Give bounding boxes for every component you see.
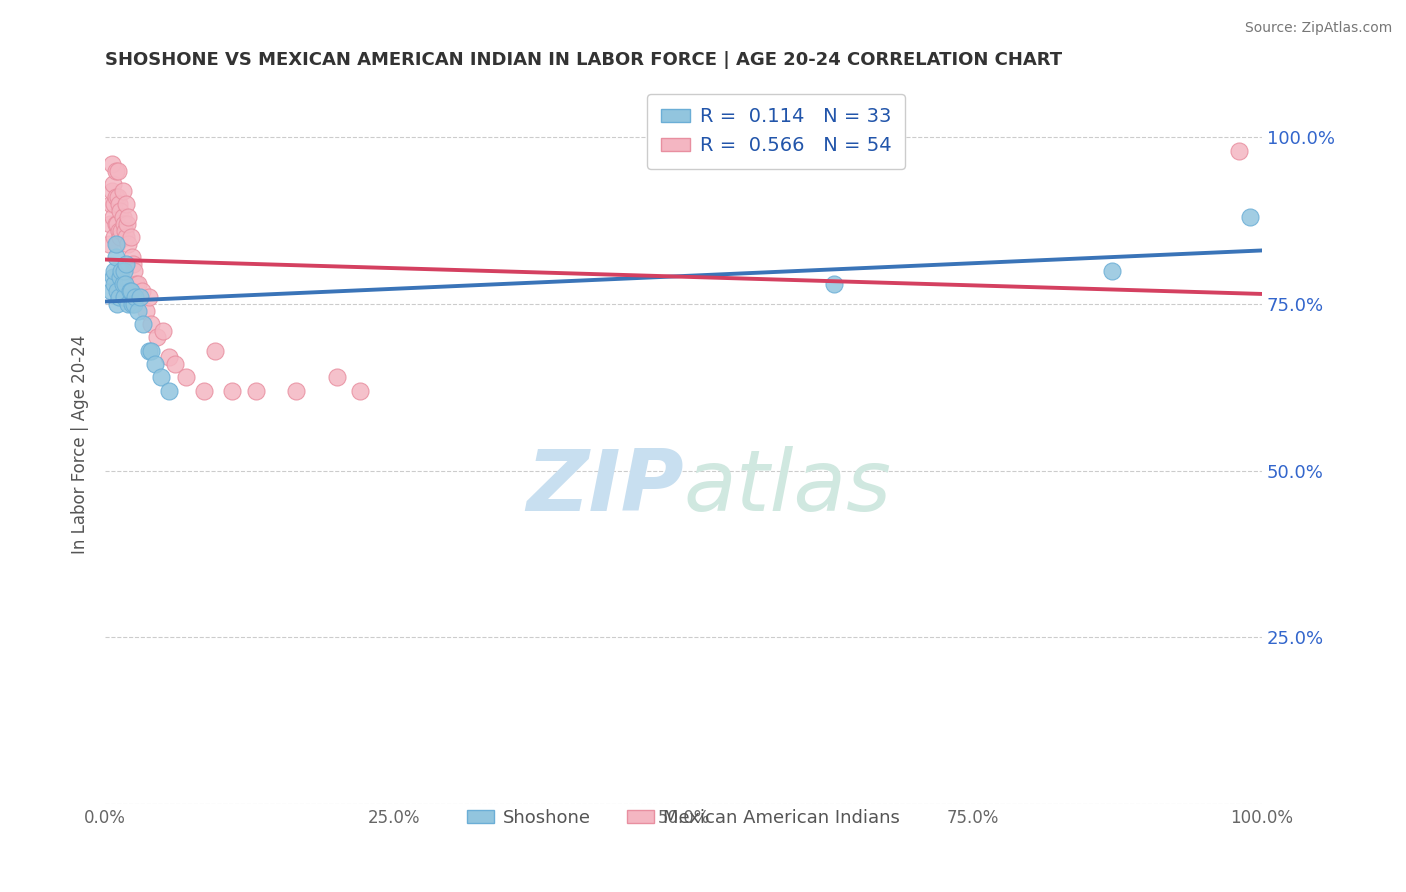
Point (138, 343, 160, 358)
Point (122, 263, 145, 277)
Point (107, 190, 129, 204)
Legend: Shoshone, Mexican American Indians: Shoshone, Mexican American Indians (460, 802, 907, 834)
Point (157, 384, 180, 398)
Point (204, 343, 226, 358)
Point (117, 237, 139, 252)
Point (110, 224, 132, 238)
Point (117, 297, 139, 311)
Point (193, 384, 215, 398)
Point (163, 357, 186, 371)
Point (349, 384, 371, 398)
Point (120, 230, 142, 244)
Point (114, 224, 136, 238)
Point (115, 230, 138, 244)
Point (105, 284, 128, 298)
Point (110, 263, 132, 277)
Point (132, 317, 155, 331)
Point (101, 157, 124, 171)
Point (285, 384, 308, 398)
Point (149, 370, 172, 384)
Point (121, 251, 143, 265)
Point (105, 297, 128, 311)
Point (152, 324, 174, 338)
Point (143, 357, 166, 371)
Point (141, 317, 163, 331)
Point (112, 217, 135, 231)
Point (115, 197, 138, 211)
Point (101, 184, 124, 198)
Point (103, 197, 125, 211)
Point (104, 190, 127, 204)
Point (105, 217, 128, 231)
Point (100, 284, 122, 298)
Point (114, 277, 136, 291)
Point (108, 224, 131, 238)
Point (127, 303, 149, 318)
Point (115, 217, 138, 231)
Point (221, 384, 243, 398)
Point (135, 303, 157, 318)
Point (1239, 211, 1261, 225)
Point (823, 277, 845, 291)
Point (174, 370, 197, 384)
Point (138, 290, 160, 304)
Point (108, 197, 131, 211)
Point (122, 257, 145, 271)
Point (105, 237, 128, 252)
Point (103, 177, 125, 191)
Point (110, 230, 132, 244)
Point (104, 237, 127, 252)
Point (245, 384, 267, 398)
Point (110, 203, 132, 218)
Point (104, 217, 127, 231)
Point (98, 217, 121, 231)
Point (117, 211, 139, 225)
Point (118, 284, 141, 298)
Point (1227, 144, 1250, 158)
Point (129, 290, 152, 304)
Point (110, 270, 132, 285)
Point (122, 297, 145, 311)
Point (103, 211, 125, 225)
Point (115, 257, 138, 271)
Point (103, 263, 125, 277)
Text: Source: ZipAtlas.com: Source: ZipAtlas.com (1244, 21, 1392, 35)
Point (107, 163, 129, 178)
Point (104, 251, 127, 265)
Point (103, 270, 125, 285)
Point (111, 211, 134, 225)
Point (100, 197, 122, 211)
Point (141, 343, 163, 358)
Point (1101, 263, 1123, 277)
Point (121, 297, 143, 311)
Point (103, 277, 125, 291)
Point (108, 290, 131, 304)
Y-axis label: In Labor Force | Age 20-24: In Labor Force | Age 20-24 (72, 334, 89, 554)
Point (112, 263, 135, 277)
Point (112, 290, 135, 304)
Point (111, 277, 134, 291)
Point (127, 277, 149, 291)
Point (104, 163, 127, 178)
Point (129, 290, 152, 304)
Point (103, 230, 125, 244)
Point (120, 284, 142, 298)
Point (111, 184, 134, 198)
Point (125, 277, 148, 291)
Text: SHOSHONE VS MEXICAN AMERICAN INDIAN IN LABOR FORCE | AGE 20-24 CORRELATION CHART: SHOSHONE VS MEXICAN AMERICAN INDIAN IN L… (105, 51, 1063, 69)
Text: ZIP: ZIP (526, 446, 683, 529)
Point (124, 290, 146, 304)
Point (325, 370, 347, 384)
Point (157, 351, 180, 365)
Text: atlas: atlas (683, 446, 891, 529)
Point (131, 284, 153, 298)
Point (146, 330, 169, 344)
Point (97, 237, 120, 252)
